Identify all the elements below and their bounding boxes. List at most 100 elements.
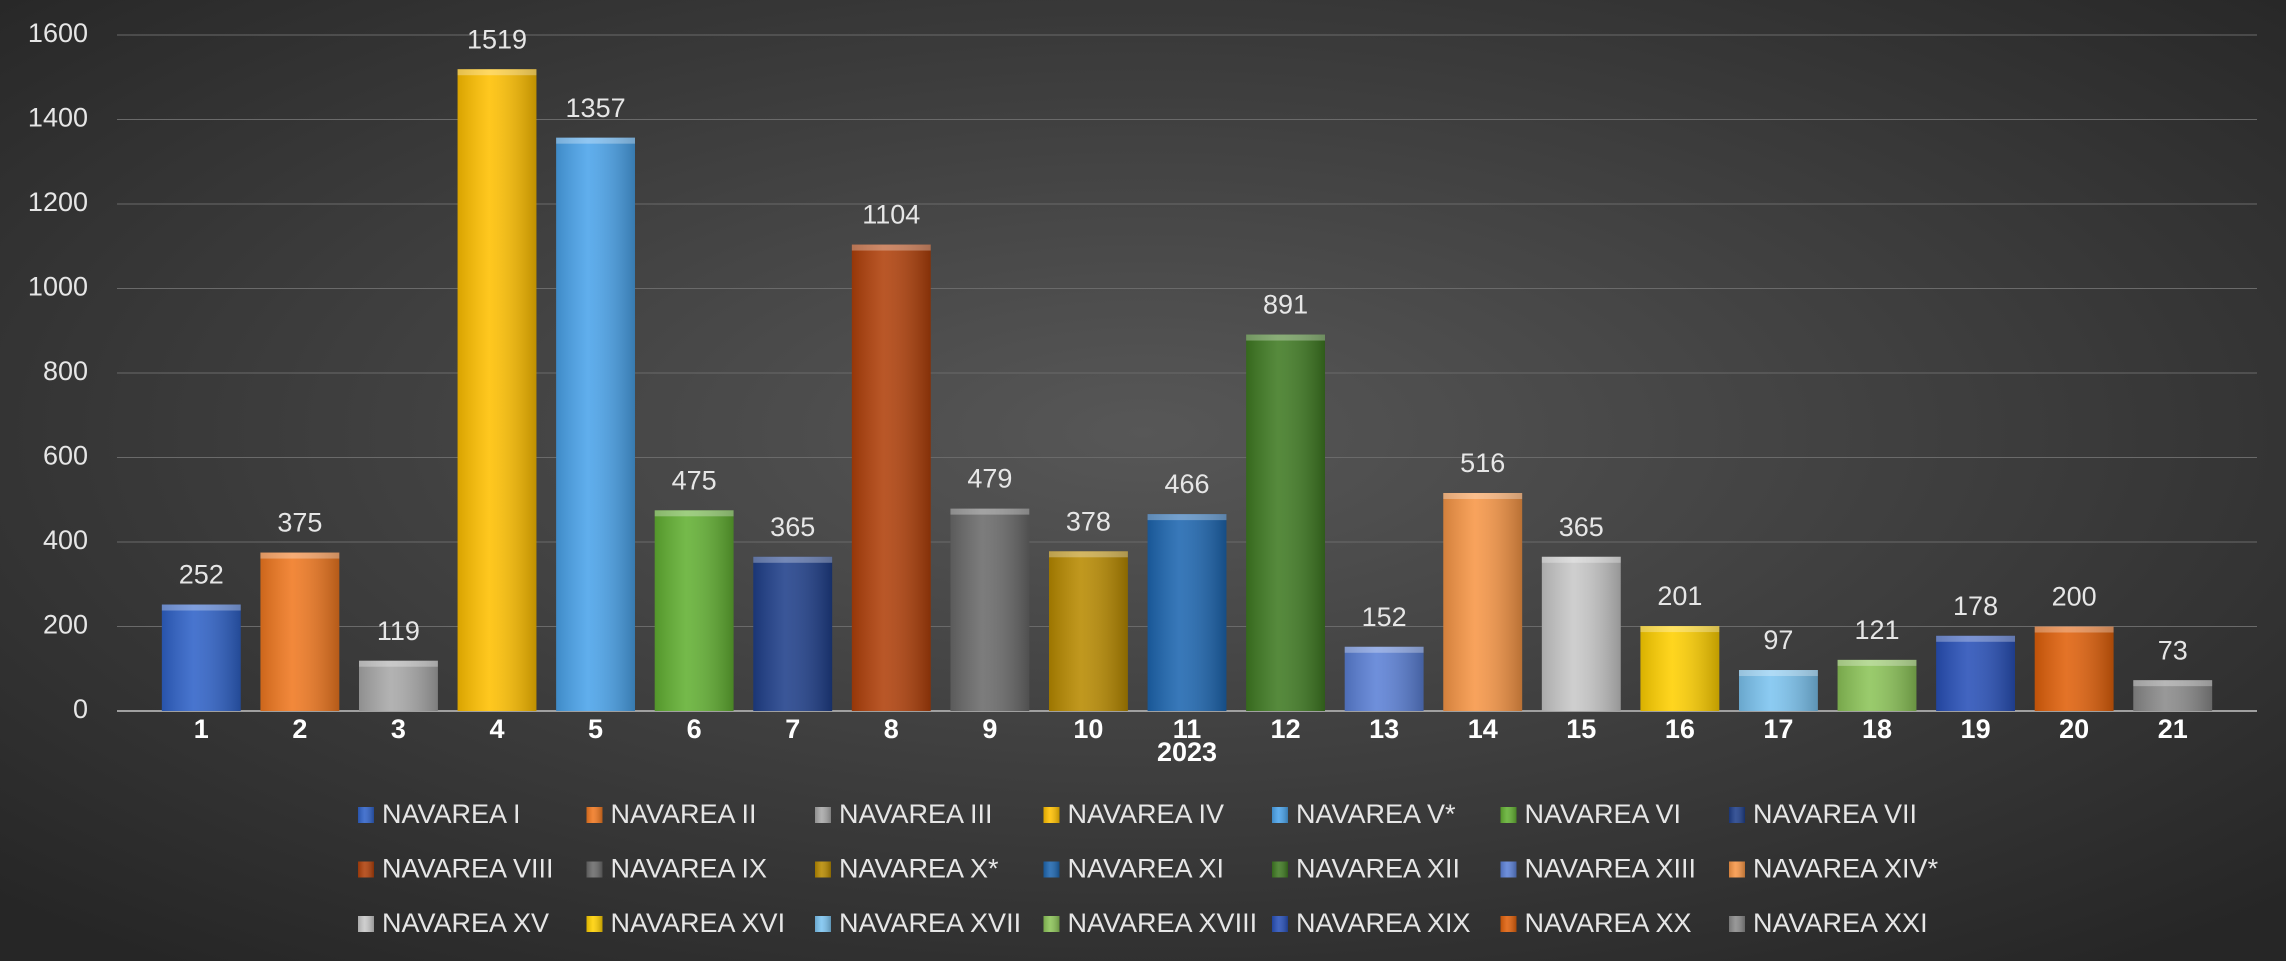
x-tick-label: 19	[1961, 714, 1991, 744]
legend-label: NAVAREA XV	[382, 908, 549, 938]
bar-sheen	[1640, 626, 1720, 711]
x-tick-label: 10	[1073, 714, 1103, 744]
legend-label: NAVAREA IV	[1068, 799, 1225, 829]
bar-sheen	[457, 69, 537, 711]
legend-swatch-sheen	[1043, 861, 1060, 878]
legend-swatch-sheen	[1500, 916, 1517, 932]
data-label: 375	[277, 508, 322, 538]
bar-cap	[1837, 659, 1917, 666]
x-tick-label: 21	[2158, 714, 2188, 744]
bar-sheen	[1837, 659, 1917, 711]
data-label: 516	[1460, 448, 1505, 478]
bar-cap	[1344, 646, 1424, 653]
data-label: 252	[179, 560, 224, 590]
x-tick-label: 2	[292, 714, 307, 744]
legend-swatch-sheen	[1043, 807, 1060, 823]
bar-cap	[2133, 680, 2213, 687]
data-label: 121	[1854, 615, 1899, 645]
legend-swatch-sheen	[1729, 916, 1745, 932]
y-tick-label: 0	[73, 694, 88, 724]
x-tick-label: 17	[1763, 714, 1793, 744]
x-tick-label: 12	[1271, 714, 1301, 744]
data-label: 119	[377, 616, 420, 646]
data-label: 365	[770, 512, 815, 542]
y-tick-label: 1400	[28, 103, 88, 133]
bar-sheen	[654, 510, 734, 711]
legend-swatch-sheen	[1272, 861, 1288, 878]
legend-swatch-sheen	[1729, 861, 1745, 878]
bar-cap	[1541, 556, 1621, 563]
legend-label: NAVAREA X*	[839, 854, 999, 884]
bar-sheen	[1739, 670, 1818, 711]
legend-swatch-sheen	[586, 861, 603, 878]
data-label: 466	[1164, 469, 1209, 499]
y-tick-label: 1000	[28, 272, 88, 302]
x-tick-label: 7	[785, 714, 800, 744]
legend-swatch-sheen	[358, 916, 374, 932]
legend-label: NAVAREA II	[611, 799, 757, 829]
legend-label: NAVAREA XVII	[839, 908, 1021, 938]
bar-cap	[457, 69, 537, 76]
bar-sheen	[753, 556, 833, 711]
legend-swatch-sheen	[815, 861, 831, 878]
legend-swatch-sheen	[1043, 916, 1060, 932]
bar-cap	[1739, 670, 1818, 677]
legend-swatch-sheen	[1500, 807, 1517, 823]
data-label: 1357	[566, 93, 626, 123]
legend-label: NAVAREA XIII	[1525, 854, 1697, 884]
x-tick-label: 8	[884, 714, 899, 744]
x-tick-label: 18	[1862, 714, 1892, 744]
data-label: 1519	[467, 24, 527, 54]
legend-label: NAVAREA XX	[1525, 908, 1692, 938]
data-label: 475	[672, 465, 717, 495]
bar-cap	[1147, 514, 1227, 521]
x-tick-label: 6	[687, 714, 702, 744]
x-tick-label: 4	[489, 714, 504, 744]
legend-swatch-sheen	[586, 807, 603, 823]
data-label: 178	[1953, 591, 1998, 621]
x-tick-label: 20	[2059, 714, 2089, 744]
bar-cap	[556, 137, 635, 144]
legend-swatch-sheen	[815, 807, 831, 823]
legend-label: NAVAREA VIII	[382, 854, 554, 884]
data-label: 97	[1763, 625, 1793, 655]
data-label: 200	[2052, 582, 2097, 612]
bar-sheen	[1344, 646, 1424, 711]
x-tick-label: 16	[1665, 714, 1695, 744]
bar-sheen	[950, 508, 1030, 711]
legend-swatch-sheen	[815, 916, 831, 932]
x-tick-label: 1	[194, 714, 209, 744]
y-tick-label: 200	[43, 610, 88, 640]
bar-sheen	[556, 137, 635, 712]
y-tick-label: 1200	[28, 187, 88, 217]
legend-label: NAVAREA XIX	[1296, 908, 1471, 938]
bar-sheen	[1246, 334, 1325, 711]
data-label: 1104	[862, 200, 920, 230]
y-tick-label: 400	[43, 525, 88, 555]
legend-swatch-sheen	[1500, 861, 1517, 878]
x-tick-label: 11	[1173, 714, 1202, 744]
legend-label: NAVAREA VI	[1525, 799, 1682, 829]
bar-sheen	[161, 604, 241, 711]
legend-swatch-sheen	[1729, 807, 1745, 823]
y-tick-label: 600	[43, 441, 88, 471]
bar-sheen	[1443, 492, 1523, 711]
legend-swatch-sheen	[358, 861, 374, 878]
y-tick-label: 1600	[28, 18, 88, 48]
bar-cap	[753, 556, 833, 563]
bar-sheen	[1147, 514, 1227, 711]
legend-label: NAVAREA XIV*	[1753, 854, 1939, 884]
bar-sheen	[1049, 551, 1128, 711]
legend-swatch-sheen	[586, 916, 603, 932]
legend-swatch-sheen	[1272, 916, 1288, 932]
bar-cap	[1246, 334, 1325, 341]
legend-label: NAVAREA XII	[1296, 854, 1460, 884]
legend-label: NAVAREA IX	[611, 854, 768, 884]
legend-label: NAVAREA XI	[1068, 854, 1225, 884]
legend-label: NAVAREA I	[382, 799, 521, 829]
bar-cap	[2034, 626, 2114, 633]
legend-swatch-sheen	[1272, 807, 1288, 823]
legend-label: NAVAREA III	[839, 799, 993, 829]
bar-cap	[1640, 626, 1720, 633]
